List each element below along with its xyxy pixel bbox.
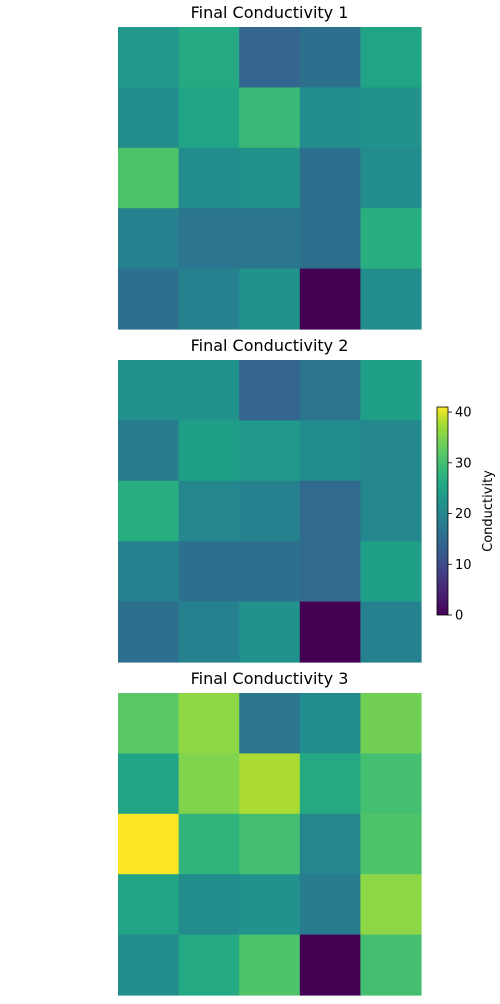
heatmap-cell-p3-r5-c2 [178,934,240,996]
heatmap-cell-p1-r4-c1 [118,208,180,270]
heatmap-cell-p2-r5-c2 [178,601,240,663]
heatmap-cell-p2-r1-c4 [299,360,361,421]
heatmap-cell-p1-r2-c3 [239,87,301,149]
heatmap-cell-p3-r5-c1 [118,934,180,996]
heatmap-cell-p3-r1-c1 [118,693,180,754]
heatmap-cell-p2-r2-c4 [299,420,361,482]
heatmap-cell-p2-r2-c3 [239,420,301,482]
heatmap-cell-p3-r1-c2 [178,693,240,754]
heatmap-cell-p1-r4-c3 [239,208,301,270]
heatmap-cell-p1-r5-c3 [239,268,301,330]
heatmap-cell-p3-r2-c1 [118,753,180,815]
heatmap-cell-p2-r4-c4 [299,541,361,603]
heatmap-cell-p3-r2-c3 [239,753,301,815]
panel-title-2: Final Conductivity 2 [191,336,349,355]
heatmap-cell-p3-r3-c5 [360,813,422,875]
heatmap-cell-p1-r3-c3 [239,147,301,209]
heatmap-cell-p3-r2-c4 [299,753,361,815]
heatmap-cell-p3-r3-c4 [299,813,361,875]
heatmap-cell-p1-r2-c5 [360,87,422,149]
colorbar [437,407,448,615]
colorbar-tick-label-40: 40 [455,406,472,421]
heatmap-cell-p1-r5-c1 [118,268,180,330]
heatmap-cell-p1-r1-c5 [360,27,422,88]
heatmap-cell-p1-r3-c2 [178,147,240,209]
heatmap-cell-p1-r5-c5 [360,268,422,330]
colorbar-tick-label-10: 10 [455,558,472,573]
colorbar-tick-label-30: 30 [455,456,472,471]
heatmap-cell-p2-r2-c2 [178,420,240,482]
heatmap-cell-p3-r1-c4 [299,693,361,754]
heatmap-cell-p2-r1-c2 [178,360,240,421]
heatmap-cell-p2-r4-c3 [239,541,301,603]
heatmap-cell-p2-r3-c2 [178,480,240,542]
heatmap-cell-p3-r5-c3 [239,934,301,996]
heatmap-cell-p1-r1-c2 [178,27,240,88]
heatmap-cell-p2-r5-c5 [360,601,422,663]
heatmap-cell-p1-r2-c4 [299,87,361,149]
heatmap-cell-p2-r2-c1 [118,420,180,482]
colorbar-label: Conductivity [481,470,496,552]
heatmap-cell-p2-r5-c3 [239,601,301,663]
heatmap-cell-p1-r1-c1 [118,27,180,88]
heatmap-cell-p2-r5-c4 [299,601,361,663]
colorbar-tick-label-0: 0 [455,609,463,624]
heatmap-cell-p2-r4-c2 [178,541,240,603]
heatmap-cell-p2-r2-c5 [360,420,422,482]
heatmap-cell-p3-r3-c3 [239,813,301,875]
heatmap-cell-p2-r3-c4 [299,480,361,542]
heatmap-cell-p3-r2-c5 [360,753,422,815]
panel-title-3: Final Conductivity 3 [191,669,349,688]
panel-title-1: Final Conductivity 1 [191,3,349,22]
heatmap-cell-p1-r5-c4 [299,268,361,330]
heatmap-cell-p1-r3-c5 [360,147,422,209]
heatmap-cell-p3-r4-c5 [360,874,422,936]
heatmap-cell-p2-r3-c3 [239,480,301,542]
heatmap-cell-p1-r1-c3 [239,27,301,88]
heatmap-cell-p1-r2-c1 [118,87,180,149]
heatmap-cell-p3-r4-c3 [239,874,301,936]
heatmap-cell-p3-r5-c5 [360,934,422,996]
colorbar-tick-label-20: 20 [455,507,472,522]
heatmap-cell-p3-r1-c5 [360,693,422,754]
heatmap-cell-p3-r3-c2 [178,813,240,875]
heatmap-cell-p1-r3-c1 [118,147,180,209]
heatmap-cell-p1-r3-c4 [299,147,361,209]
heatmap-cell-p1-r1-c4 [299,27,361,88]
colorbar-frame [436,406,449,616]
heatmap-cell-p3-r5-c4 [299,934,361,996]
heatmap-cell-p3-r4-c1 [118,874,180,936]
heatmap-cell-p1-r4-c5 [360,208,422,270]
heatmap-cell-p3-r3-c1 [118,813,180,875]
heatmap-cell-p3-r2-c2 [178,753,240,815]
heatmap-cell-p3-r4-c2 [178,874,240,936]
heatmap-cell-p3-r4-c4 [299,874,361,936]
heatmap-cell-p1-r5-c2 [178,268,240,330]
heatmap-cell-p2-r1-c3 [239,360,301,421]
heatmap-cell-p2-r5-c1 [118,601,180,663]
heatmap-cell-p3-r1-c3 [239,693,301,754]
heatmap-cell-p2-r4-c1 [118,541,180,603]
heatmap-cell-p1-r4-c4 [299,208,361,270]
heatmap-cell-p2-r1-c1 [118,360,180,421]
heatmap-cell-p1-r2-c2 [178,87,240,149]
heatmap-cell-p2-r1-c5 [360,360,422,421]
heatmap-cell-p2-r4-c5 [360,541,422,603]
heatmap-cell-p1-r4-c2 [178,208,240,270]
heatmap-cell-p2-r3-c5 [360,480,422,542]
heatmap-cell-p2-r3-c1 [118,480,180,542]
